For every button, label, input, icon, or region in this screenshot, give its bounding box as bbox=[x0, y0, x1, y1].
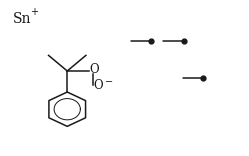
Text: Sn: Sn bbox=[12, 12, 31, 26]
Text: −: − bbox=[105, 77, 113, 87]
Text: O: O bbox=[93, 78, 103, 92]
Text: O: O bbox=[89, 63, 99, 76]
Text: +: + bbox=[30, 7, 38, 17]
